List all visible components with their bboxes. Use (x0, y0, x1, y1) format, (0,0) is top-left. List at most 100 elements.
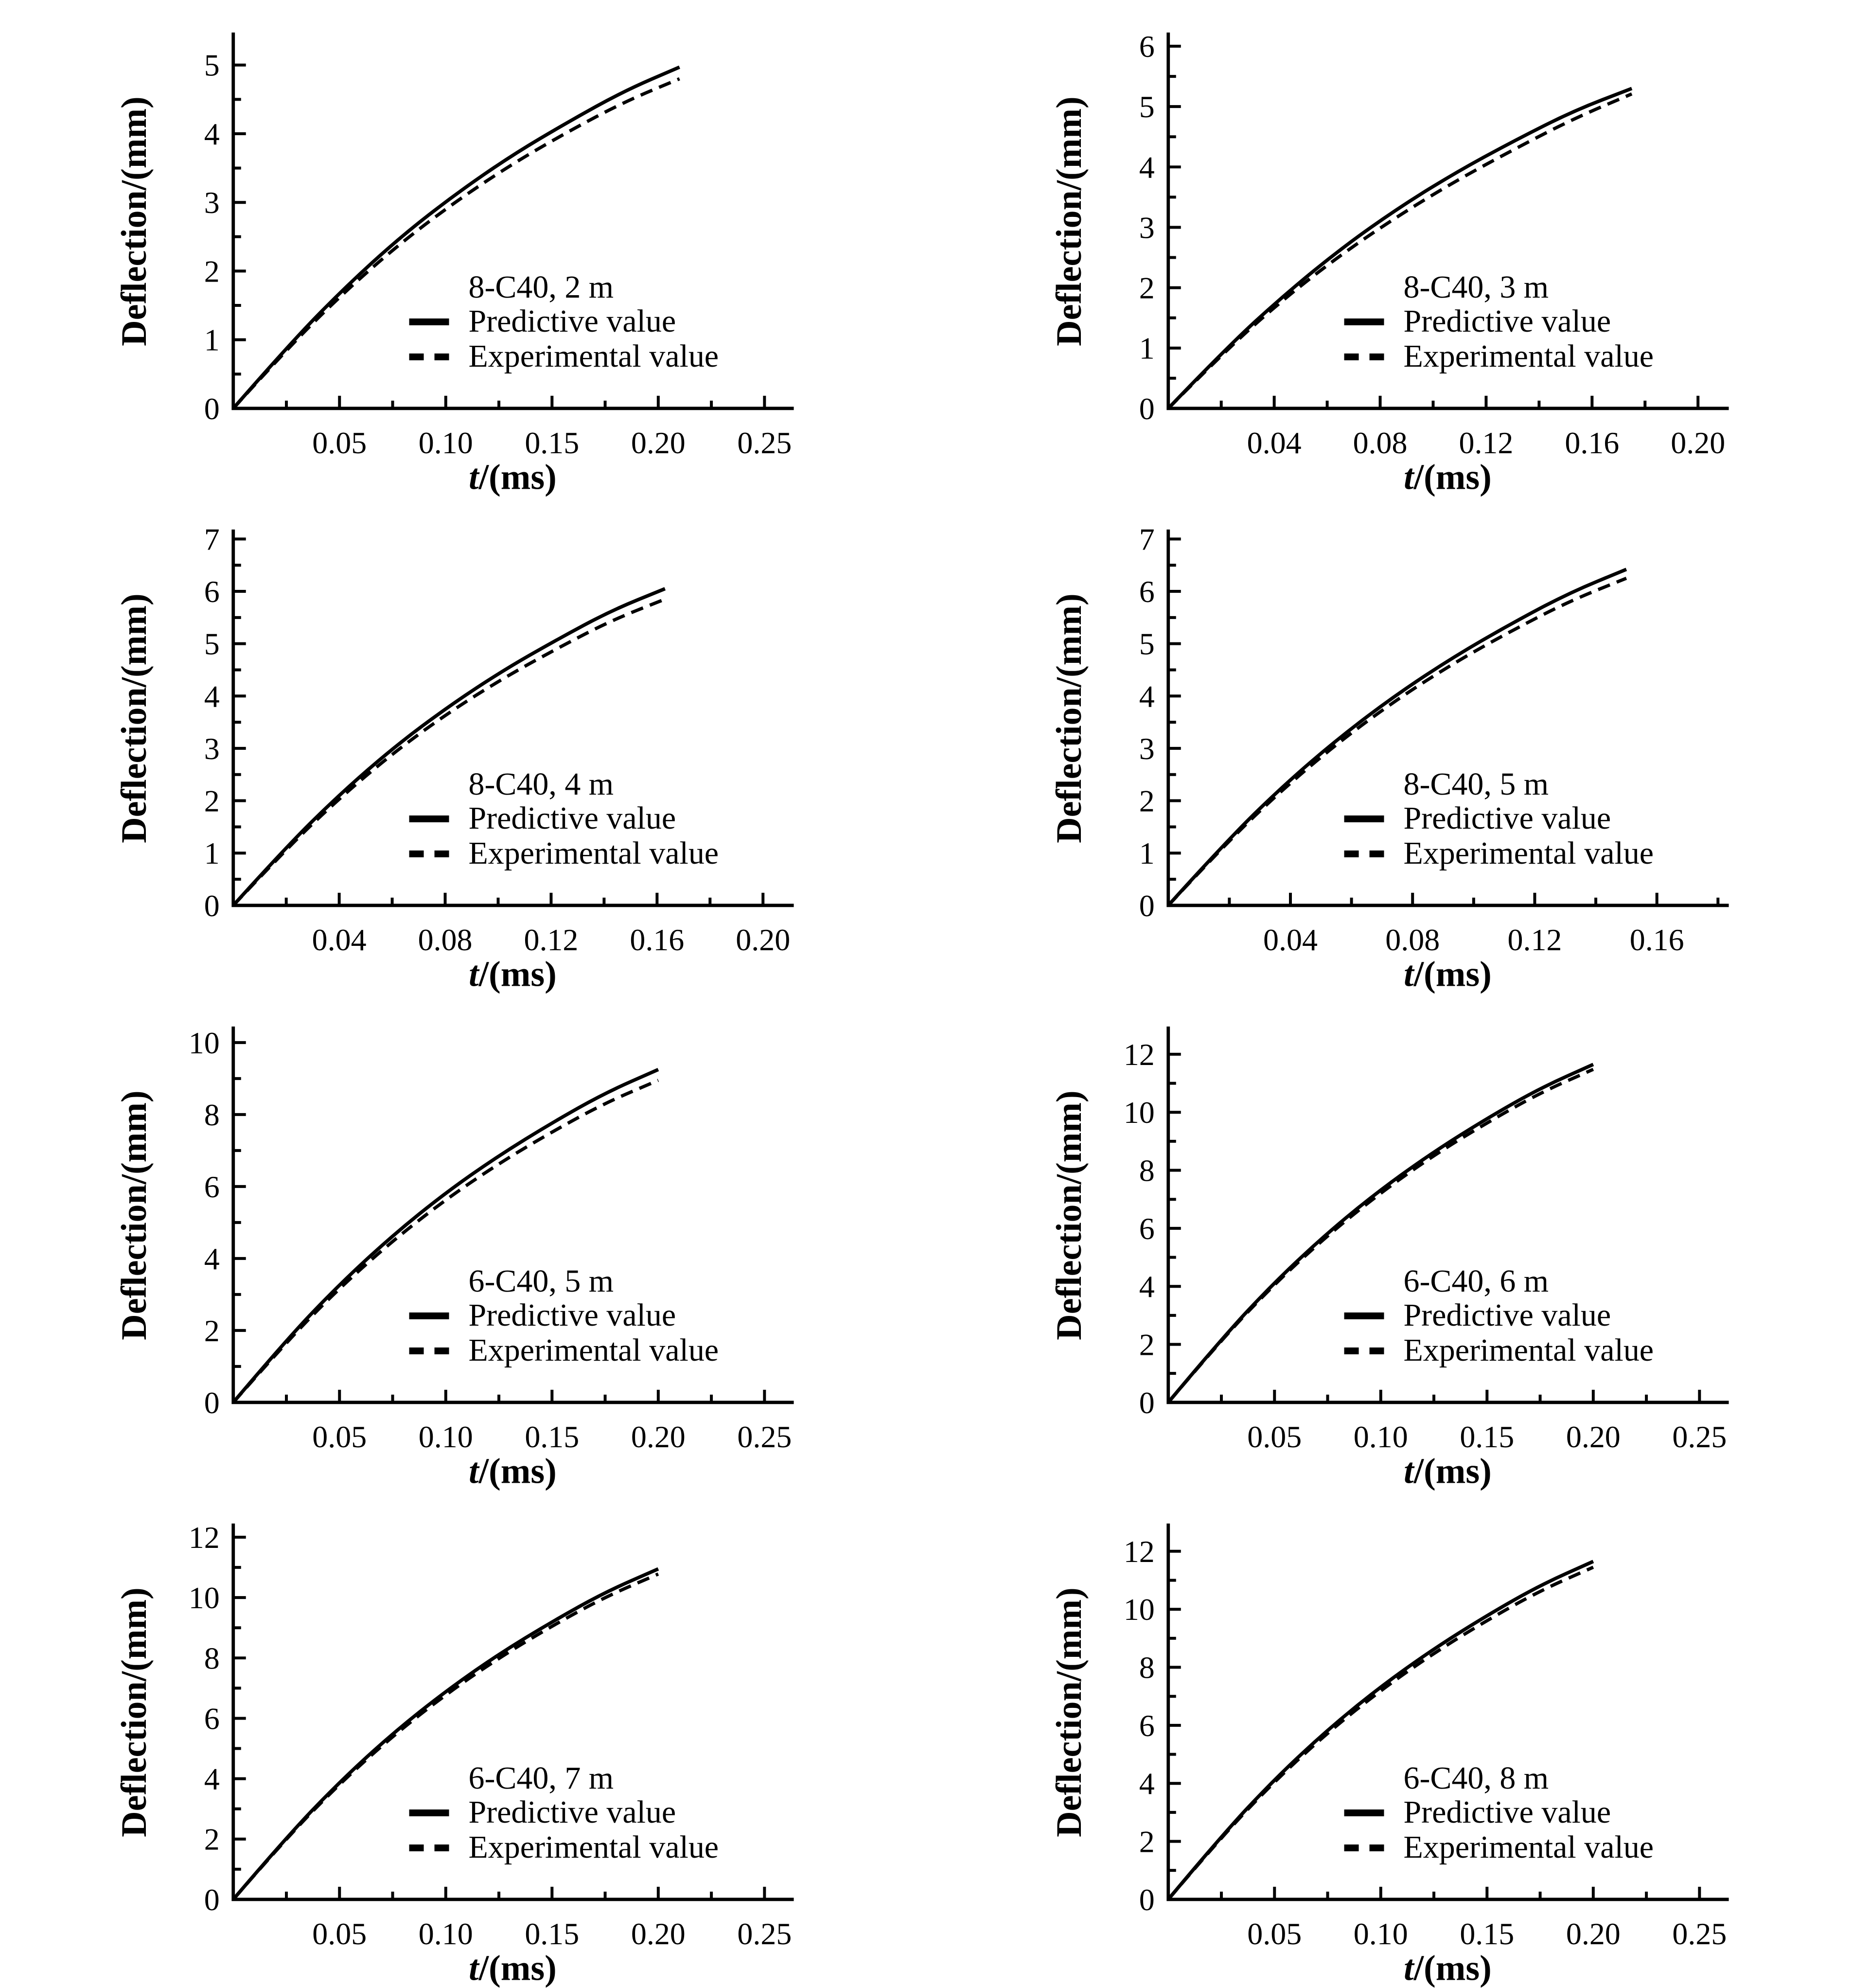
legend-title: 8-C40, 4 m (468, 766, 614, 802)
legend-title: 6-C40, 7 m (468, 1760, 614, 1796)
x-tick-label: 0.12 (1507, 923, 1562, 957)
y-tick-label: 4 (1139, 150, 1155, 184)
x-tick-label: 0.05 (312, 426, 367, 460)
y-tick-label: 12 (1124, 1534, 1155, 1569)
x-tick-label: 0.12 (1459, 426, 1513, 460)
y-tick-label: 8 (204, 1641, 220, 1675)
legend-entry-label: Predictive value (1403, 800, 1611, 836)
x-axis-title-units: /(ms) (478, 1451, 557, 1491)
y-tick-label: 3 (1139, 210, 1155, 245)
experimental-curve (1167, 1565, 1594, 1901)
ticks (233, 537, 765, 907)
y-tick-label: 7 (204, 522, 220, 556)
x-tick-label: 0.05 (312, 1917, 367, 1951)
ticks (233, 1536, 766, 1901)
y-tick-label: 3 (1139, 731, 1155, 766)
x-tick-label: 0.20 (1566, 1420, 1621, 1454)
x-tick-label: 0.16 (1630, 923, 1684, 957)
subplot-6-c40-6-m: 0.05 0.10 0.15 0.20 0.25 0 2 4 6 8 10 12 t/(ms) Defle… (935, 994, 1870, 1491)
y-axis-title: Deflection/(mm) (1049, 1587, 1089, 1837)
y-tick-label: 8 (1139, 1154, 1155, 1188)
predictive-curve (232, 65, 680, 410)
y-axis-title: Deflection/(mm) (1049, 1090, 1089, 1340)
legend-entry-label: Experimental value (1403, 1332, 1654, 1368)
experimental-curve (232, 597, 666, 907)
y-tick-label: 10 (1124, 1095, 1155, 1130)
legend-entry-label: Experimental value (468, 835, 719, 871)
y-tick-label: 4 (204, 117, 220, 151)
x-tick-label: 0.25 (737, 426, 792, 460)
y-tick-label: 4 (204, 1762, 220, 1796)
x-axis-title-variable: t (1404, 1948, 1415, 1988)
y-tick-label: 6 (1139, 1211, 1155, 1246)
y-tick-label: 4 (204, 1242, 220, 1276)
x-tick-label: 0.20 (1566, 1917, 1621, 1951)
ticks (1168, 537, 1720, 907)
x-axis-title-variable: t (469, 954, 480, 994)
subplot-6-c40-5-m: 0.05 0.10 0.15 0.20 0.25 0 2 4 6 8 10 t/(ms) Deflect… (0, 994, 935, 1491)
y-tick-label: 12 (189, 1520, 220, 1555)
experimental-curve (232, 1079, 659, 1404)
y-tick-label: 0 (1139, 1385, 1155, 1420)
y-tick-label: 5 (1139, 627, 1155, 661)
x-axis-title-variable: t (469, 1451, 480, 1491)
y-tick-label: 8 (1139, 1651, 1155, 1685)
y-tick-label: 1 (204, 836, 220, 870)
legend-title: 8-C40, 5 m (1403, 766, 1549, 802)
legend-entry-label: Experimental value (468, 1829, 719, 1865)
x-tick-label: 0.20 (631, 1420, 686, 1454)
chart-canvas: 0.05 0.10 0.15 0.20 0.25 0 2 4 6 8 10 t/(ms) Deflect… (114, 1026, 794, 1491)
x-tick-label: 0.08 (418, 923, 473, 957)
y-tick-label: 0 (1139, 1882, 1155, 1917)
y-tick-label: 0 (204, 391, 220, 426)
x-tick-label: 0.08 (1353, 426, 1408, 460)
ticks (233, 1041, 766, 1404)
y-tick-label: 10 (189, 1026, 220, 1060)
y-tick-label: 4 (1139, 679, 1155, 713)
x-tick-label: 0.05 (312, 1420, 367, 1454)
axes-lines (1166, 529, 1729, 907)
ticks (1168, 1052, 1701, 1404)
x-tick-label: 0.25 (1672, 1420, 1727, 1454)
x-axis-title-units: /(ms) (478, 1948, 557, 1988)
legend-entry-label: Predictive value (468, 800, 676, 836)
x-tick-label: 0.04 (312, 923, 367, 957)
y-tick-label: 5 (204, 627, 220, 661)
x-axis-title-variable: t (1404, 954, 1415, 994)
experimental-curve (232, 77, 680, 410)
y-tick-label: 6 (204, 1701, 220, 1736)
chart-canvas: 0.04 0.08 0.12 0.16 0 1 2 3 4 5 6 7 t/(ms) Deflection… (1049, 522, 1729, 994)
x-tick-label: 0.15 (525, 426, 579, 460)
experimental-curve (1167, 576, 1627, 907)
y-axis-title: Deflection/(mm) (114, 96, 154, 346)
y-tick-label: 1 (1139, 331, 1155, 366)
x-tick-label: 0.20 (631, 426, 686, 460)
legend-entry-label: Predictive value (1403, 1297, 1611, 1333)
subplot-6-c40-8-m: 0.05 0.10 0.15 0.20 0.25 0 2 4 6 8 10 12 t/(ms) Defle… (935, 1491, 1870, 1988)
x-tick-label: 0.15 (1460, 1917, 1514, 1951)
x-tick-label: 0.15 (525, 1420, 579, 1454)
x-tick-label: 0.08 (1385, 923, 1440, 957)
y-tick-label: 2 (204, 254, 220, 288)
y-tick-label: 0 (204, 1882, 220, 1917)
x-tick-label: 0.16 (1565, 426, 1619, 460)
legend-title: 6-C40, 8 m (1403, 1760, 1549, 1796)
x-tick-label: 0.10 (1354, 1917, 1408, 1951)
legend-title: 8-C40, 2 m (468, 269, 614, 305)
ticks (1168, 45, 1700, 410)
chart-canvas: 0.05 0.10 0.15 0.20 0.25 0 1 2 3 4 5 t/(ms) Deflecti… (114, 32, 794, 497)
x-tick-label: 0.10 (419, 1420, 473, 1454)
x-tick-label: 0.05 (1247, 1917, 1302, 1951)
y-tick-label: 12 (1124, 1037, 1155, 1072)
legend-title: 6-C40, 6 m (1403, 1263, 1549, 1299)
y-tick-label: 2 (204, 1822, 220, 1857)
ticks (1168, 1549, 1701, 1901)
y-tick-label: 6 (204, 574, 220, 609)
x-tick-label: 0.10 (419, 426, 473, 460)
